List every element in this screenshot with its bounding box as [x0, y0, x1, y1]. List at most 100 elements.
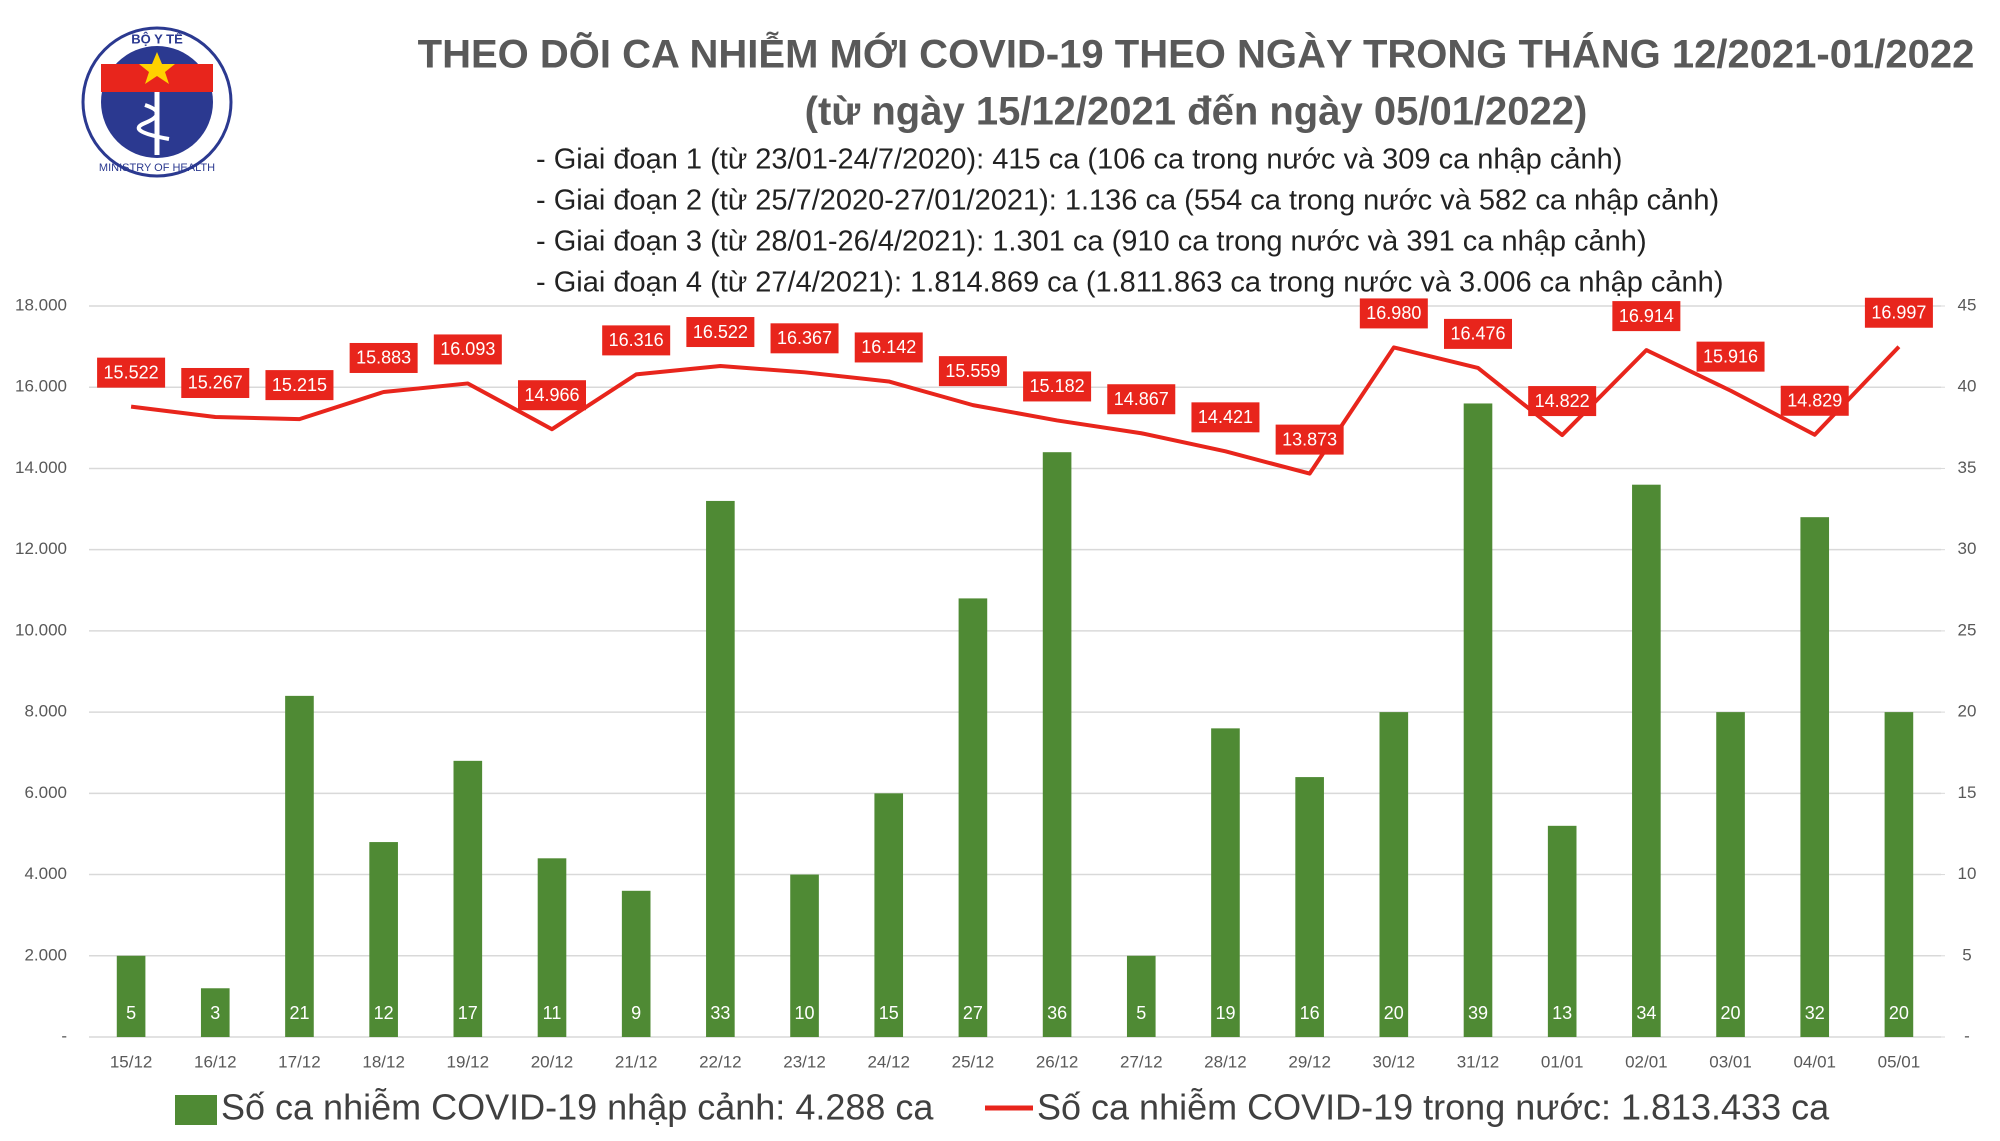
- value-label-box: [518, 380, 586, 411]
- y2-tick-label: -: [1964, 1026, 1970, 1045]
- x-tick-label: 19/12: [447, 1052, 490, 1071]
- line-value-label: 15.215: [272, 375, 327, 395]
- x-tick-label: 17/12: [278, 1052, 321, 1071]
- value-label-box: [770, 323, 839, 354]
- x-tick-label: 28/12: [1204, 1052, 1247, 1071]
- line-value-label: 16.367: [777, 328, 832, 348]
- bar: [537, 858, 567, 1037]
- bar-value-label: 27: [963, 1003, 983, 1023]
- line-value-label: 15.182: [1030, 376, 1085, 396]
- y-tick-label: 14.000: [15, 458, 67, 477]
- y-tick-label: 16.000: [15, 377, 67, 396]
- bar: [116, 955, 146, 1037]
- line-value-label: 16.476: [1450, 324, 1505, 344]
- bar: [369, 842, 398, 1037]
- bar: [874, 793, 904, 1037]
- x-tick-label: 21/12: [615, 1052, 658, 1071]
- bar: [706, 500, 735, 1037]
- legend-label: Số ca nhiễm COVID-19 nhập cảnh: 4.288 ca: [221, 1087, 934, 1128]
- bar: [1716, 712, 1745, 1037]
- chart-subtitle: (từ ngày 15/12/2021 đến ngày 05/01/2022): [805, 90, 1588, 134]
- line-value-label: 13.873: [1282, 429, 1337, 449]
- bar-value-label: 5: [126, 1003, 136, 1023]
- line-value-label: 15.559: [945, 361, 1000, 381]
- x-tick-label: 25/12: [952, 1052, 995, 1071]
- bar-value-label: 33: [710, 1003, 730, 1023]
- x-tick-label: 27/12: [1120, 1052, 1163, 1071]
- line-value-label: 16.997: [1871, 302, 1926, 322]
- y-tick-label: 4.000: [24, 864, 67, 883]
- value-label-box: [1696, 341, 1765, 372]
- line-value-label: 15.267: [188, 373, 243, 393]
- x-tick-label: 23/12: [783, 1052, 826, 1071]
- bar-value-label: 17: [458, 1003, 478, 1023]
- x-tick-label: 03/01: [1709, 1052, 1752, 1071]
- bar: [1042, 452, 1072, 1037]
- value-label-box: [602, 325, 671, 356]
- x-tick-label: 24/12: [867, 1052, 910, 1071]
- y2-tick-label: 45: [1958, 295, 1977, 314]
- y-tick-label: 8.000: [24, 702, 67, 721]
- bar-value-label: 20: [1721, 1003, 1741, 1023]
- bar: [1211, 728, 1240, 1037]
- line-value-label: 16.914: [1619, 306, 1674, 326]
- bar-value-label: 10: [795, 1003, 815, 1023]
- value-label-box: [1864, 297, 1933, 328]
- value-label-box: [181, 367, 250, 398]
- line: [130, 345, 1901, 476]
- bar-value-label: 13: [1552, 1003, 1572, 1023]
- value-label-box: [938, 356, 1007, 387]
- y-tick-label: 18.000: [15, 295, 67, 314]
- bar: [200, 988, 230, 1037]
- line-value-label: 14.822: [1535, 391, 1590, 411]
- y2-tick-label: 40: [1958, 377, 1977, 396]
- bar: [285, 695, 314, 1037]
- value-label-box: [349, 342, 418, 373]
- y2-tick-label: 20: [1958, 702, 1977, 721]
- annotation: - Giai đoạn 1 (từ 23/01-24/7/2020): 415 …: [536, 144, 1622, 176]
- line-value-label: 15.522: [104, 362, 159, 382]
- y-tick-label: 6.000: [24, 783, 67, 802]
- x-tick-label: 30/12: [1373, 1052, 1416, 1071]
- y2-tick-label: 35: [1958, 458, 1977, 477]
- bar: [1632, 484, 1661, 1037]
- value-label-box: [1359, 298, 1428, 329]
- bar-value-label: 20: [1384, 1003, 1404, 1023]
- x-tick-label: 16/12: [194, 1052, 237, 1071]
- bar-value-label: 34: [1636, 1003, 1656, 1023]
- bar-value-label: 3: [210, 1003, 220, 1023]
- line-value-label: 14.867: [1114, 389, 1169, 409]
- value-label-box: [1528, 386, 1597, 417]
- y-tick-label: 10.000: [15, 620, 67, 639]
- bar-value-label: 20: [1889, 1003, 1909, 1023]
- bar-value-label: 19: [1215, 1003, 1235, 1023]
- x-tick-label: 05/01: [1878, 1052, 1921, 1071]
- value-label-box: [1612, 301, 1681, 332]
- bar: [1800, 517, 1830, 1037]
- x-tick-label: 04/01: [1793, 1052, 1836, 1071]
- annotation: - Giai đoạn 3 (từ 28/01-26/4/2021): 1.30…: [536, 226, 1647, 258]
- value-label-box: [1275, 424, 1344, 455]
- x-tick-label: 15/12: [110, 1052, 153, 1071]
- x-tick-label: 29/12: [1288, 1052, 1331, 1071]
- value-label-box: [1191, 402, 1260, 433]
- annotation: - Giai đoạn 4 (từ 27/4/2021): 1.814.869 …: [536, 267, 1723, 299]
- logo-top-text: BỘ Y TẾ: [131, 31, 183, 46]
- line-value-label: 16.093: [440, 339, 495, 359]
- value-label-box: [686, 317, 755, 348]
- x-tick-label: 20/12: [531, 1052, 574, 1071]
- bar: [958, 598, 988, 1037]
- line-value-label: 14.421: [1198, 407, 1253, 427]
- bar: [1547, 825, 1577, 1037]
- y2-tick-label: 25: [1958, 620, 1977, 639]
- y-tick-label: 2.000: [24, 945, 67, 964]
- line-value-label: 14.966: [524, 385, 579, 405]
- value-label-box: [1780, 385, 1849, 416]
- line-value-label: 16.316: [609, 330, 664, 350]
- value-label-box: [1444, 318, 1512, 349]
- bar-value-label: 39: [1468, 1003, 1488, 1023]
- bar: [1295, 777, 1324, 1037]
- x-tick-label: 22/12: [699, 1052, 742, 1071]
- bar-value-label: 5: [1136, 1003, 1146, 1023]
